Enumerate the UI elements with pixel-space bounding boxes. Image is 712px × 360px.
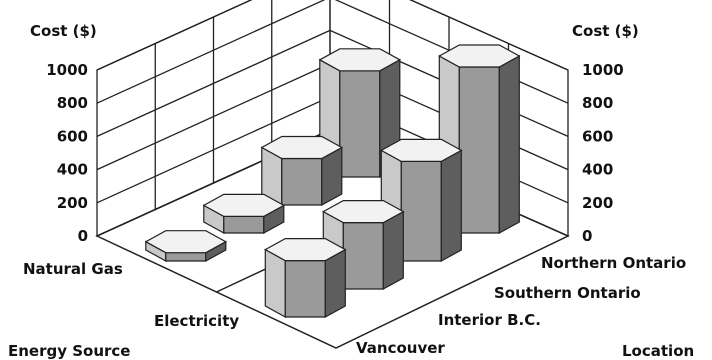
z-tick-label-left: 1000 xyxy=(46,61,88,79)
bar-natural-gas-2 xyxy=(260,135,344,207)
gridline-z xyxy=(96,0,569,71)
bar-electricity-2 xyxy=(380,138,463,263)
bar-natural-gas-0 xyxy=(144,230,228,263)
bar-face-front xyxy=(165,252,207,262)
category-labels: Natural Gas Electricity Vancouver Interior … xyxy=(23,254,686,357)
bar-face-right xyxy=(440,149,462,263)
bar-top xyxy=(264,238,347,262)
bar-electricity-1 xyxy=(322,200,405,291)
z-tick-label-left: 0 xyxy=(78,227,88,245)
y-axis-label: Energy Source xyxy=(8,342,130,360)
bar-face-front xyxy=(458,66,500,234)
bar-face-front xyxy=(223,215,265,234)
z-tick-label-right: 800 xyxy=(582,94,613,112)
z-tick-label-right: 1000 xyxy=(582,61,624,79)
bar-face-front xyxy=(339,70,381,178)
bar-face-left xyxy=(264,248,286,319)
y-category-label: Electricity xyxy=(154,312,239,330)
bar-electricity-0 xyxy=(264,238,347,319)
z-tick-label-left: 600 xyxy=(57,127,88,145)
x-category-label: Southern Ontario xyxy=(494,284,641,302)
x-category-label: Vancouver xyxy=(356,339,445,357)
z-axis-ticks: 0 0 200 200 400 400 600 600 800 800 1000 1000 xyxy=(46,61,624,245)
bar-top xyxy=(380,138,463,162)
z-tick-label-right: 600 xyxy=(582,127,613,145)
z-axis-label-right: Cost ($) xyxy=(572,22,639,40)
floor-outline xyxy=(95,129,570,349)
bar-top xyxy=(318,48,402,72)
bar-face-front xyxy=(284,260,326,318)
bar-face-right xyxy=(498,54,520,235)
z-tick-label-left: 200 xyxy=(57,194,88,212)
bar-face-front xyxy=(342,222,384,290)
bar-top xyxy=(438,44,521,68)
bar-top xyxy=(322,200,405,224)
x-axis-label: Location xyxy=(622,342,694,360)
x-category-label: Northern Ontario xyxy=(541,254,686,272)
z-axis-label-left: Cost ($) xyxy=(30,22,97,40)
bars xyxy=(144,44,521,319)
bar-top xyxy=(260,135,344,160)
bar-top xyxy=(144,230,228,254)
y-category-label: Natural Gas xyxy=(23,260,123,278)
bar-top xyxy=(202,193,286,217)
z-tick-label-left: 800 xyxy=(57,94,88,112)
x-category-label: Interior B.C. xyxy=(438,311,541,329)
bar-face-front xyxy=(400,160,442,262)
bar-face-right xyxy=(324,248,346,319)
z-tick-label-left: 400 xyxy=(57,161,88,179)
bar-face-front xyxy=(281,157,323,206)
bar-face-right xyxy=(382,210,404,291)
z-tick-label-right: 0 xyxy=(582,227,592,245)
z-tick-label-right: 200 xyxy=(582,194,613,212)
bar-natural-gas-1 xyxy=(202,193,286,235)
z-tick-label-right: 400 xyxy=(582,161,613,179)
